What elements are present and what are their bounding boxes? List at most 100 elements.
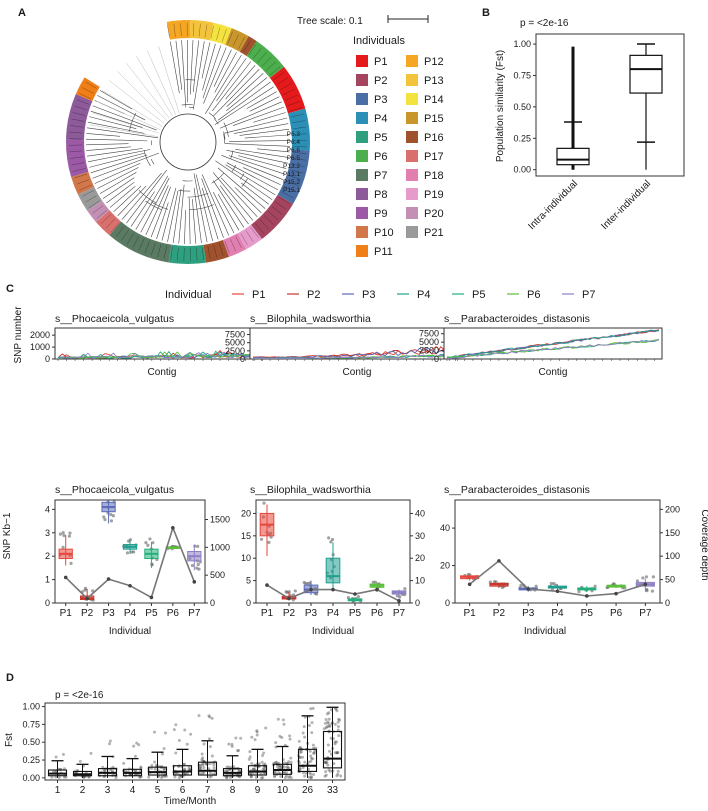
c-bottom-point [269,535,273,539]
c-top-series-p7 [57,340,268,359]
c-top-ylabel: SNP number [13,306,24,364]
panel-d-point [309,707,313,711]
panel-d-point [298,750,302,754]
c-bottom-coverage-point [397,598,401,603]
panel-d-point [225,765,229,769]
c-bottom-point [144,541,148,545]
tree-branch [219,101,282,129]
c-bottom-coverage-point [497,559,501,563]
c-bottom-y2tick-label: 500 [210,570,225,580]
legend-label-p16: P16 [424,132,444,144]
panel-d-xtick-label: 26 [302,785,314,796]
panel-d-point [82,775,86,779]
legend-label-p18: P18 [424,170,444,182]
tree-branch [219,185,249,225]
tree-leaf-label: P13.2 [283,163,300,170]
tree-leaf-label: P15.2 [283,179,300,186]
tree-leaf-tick [219,243,224,256]
c-top-ytick-label: 2500 [225,346,245,356]
tree-branch [99,90,133,110]
legend-swatch-p20 [406,207,418,219]
c-bottom-title-1: s__Phocaeicola_vulgatus [55,484,174,496]
panel-d-point [310,721,314,725]
c-bottom-xtick-label: P2 [81,608,94,619]
c-bottom-title-3: s__Parabacteroides_distasonis [444,484,590,496]
tree-leaf-tick [291,163,305,167]
panel-d-box [297,748,318,772]
panel-d-point [299,750,303,754]
panel-d-point [54,755,58,759]
panel-d-point [230,744,234,748]
tree-leaf-tick [270,66,281,76]
c-bottom-point [262,501,266,505]
c-top-series-p6 [57,341,268,359]
panel-d-point [208,715,212,719]
tree-branch [202,45,222,99]
c-bottom-xtick-label: P6 [167,608,180,619]
c-bottom-point [58,532,63,536]
panel-d-point [261,753,265,757]
tree-leaf-tick [198,23,201,37]
panel-d-point [279,774,283,778]
c-bottom-point [103,517,107,522]
tree-ring-sector-p15 [225,28,249,52]
tree-branch [226,72,264,107]
c-bottom-xlabel-2: Individual [312,626,354,637]
tree-clade-arc [241,178,248,187]
c-top-series-p7 [446,339,660,360]
panel-d-point [327,724,331,728]
legend-label-p10: P10 [374,227,394,239]
tree-branch [228,155,285,175]
panel-d-point [308,749,312,753]
c-legend-label-p4: P4 [417,289,430,301]
legend-swatch-p3 [356,93,368,105]
panel-d-point [303,735,307,739]
panel-d-point [153,760,157,764]
panel-d-box [322,730,343,769]
c-legend-label-p6: P6 [527,289,540,301]
panel-d-xtick-label: 7 [205,785,211,796]
panel-d-point [263,762,267,766]
panel-d-point [162,747,166,751]
c-bottom-point [68,531,72,535]
c-bottom-coverage-point [171,526,175,530]
panel-d-point [336,725,340,729]
tree-leaf-tick [287,101,300,106]
tree-leaf-label: P6.5 [287,155,301,162]
tree-ring-sector-p6 [246,41,285,78]
tree-leaf-tick [82,190,94,197]
c-bottom-point [284,590,288,594]
panel-d-point [228,775,232,779]
tree-leaf-tick [245,230,254,242]
c-bottom-coverage-point [375,587,379,592]
panel-d-point [298,746,302,750]
panel-d-xtick-label: 10 [277,785,289,796]
tree-ring-sector-p20 [87,200,110,223]
tree-branch [237,155,287,170]
c-bottom-point [111,514,115,518]
tree-clade-arc [129,112,137,132]
tree-leaf-tick [292,157,306,161]
legend-swatch-p11 [356,245,368,257]
panel-d-point [177,738,181,742]
legend-label-p5: P5 [374,132,387,144]
c-bottom-coverage-point [128,583,132,588]
tree-branch [226,162,279,191]
panel-d-point [313,749,317,753]
tree-leaf-tick [259,219,270,230]
tree-leaf-tick [232,34,239,47]
c-bottom-coverage-point [555,589,560,594]
tree-leaf-tick [243,40,251,52]
legend-label-p8: P8 [374,189,387,201]
tree-leaf-tick [248,44,257,56]
panel-d-point [307,775,311,779]
panel-d-point [282,765,286,769]
c-bottom-xtick-label: P7 [393,608,406,619]
panel-d-point [309,759,313,763]
panel-d-point [336,728,340,732]
panel-d-point [335,751,339,755]
panel-d-point [183,767,187,771]
tree-branch [243,167,281,186]
tree-leaf-tick [76,179,89,185]
panel-d-point [311,706,315,710]
